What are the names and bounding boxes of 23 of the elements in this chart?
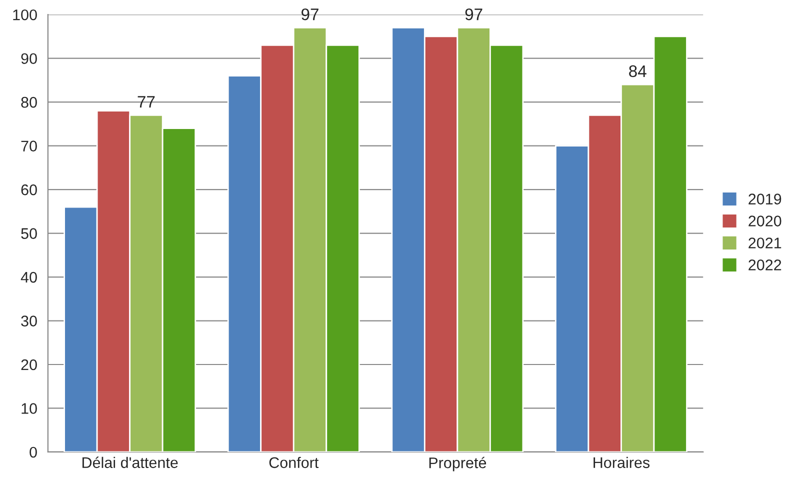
y-tick-label: 50 [21, 228, 37, 239]
x-tick-label: Propreté [429, 456, 486, 472]
legend-label: 2020 [748, 216, 782, 226]
y-tick-label: 60 [21, 184, 37, 196]
legend-label: 2019 [748, 194, 782, 204]
legend-label: 2021 [748, 238, 782, 248]
y-tick-label: 0 [30, 446, 37, 458]
y-tick-label: 30 [21, 316, 37, 326]
data-label: 84 [629, 65, 646, 78]
y-tick-label: 20 [21, 359, 37, 370]
legend-label: 2022 [748, 260, 782, 270]
y-tick-label: 10 [22, 403, 37, 414]
x-tick-label: Confort [269, 456, 319, 468]
y-tick-label: 40 [20, 272, 37, 283]
x-tick-label: Horaires [594, 456, 650, 468]
data-label: 77 [138, 96, 155, 108]
y-tick-label: 70 [21, 140, 37, 152]
y-tick-label: 100 [13, 9, 37, 20]
y-tick-label: 80 [21, 96, 37, 108]
x-tick-label: Délai d'attente [82, 456, 178, 468]
y-tick-label: 90 [21, 53, 37, 64]
data-label: 97 [465, 8, 482, 20]
data-label: 97 [302, 8, 318, 20]
